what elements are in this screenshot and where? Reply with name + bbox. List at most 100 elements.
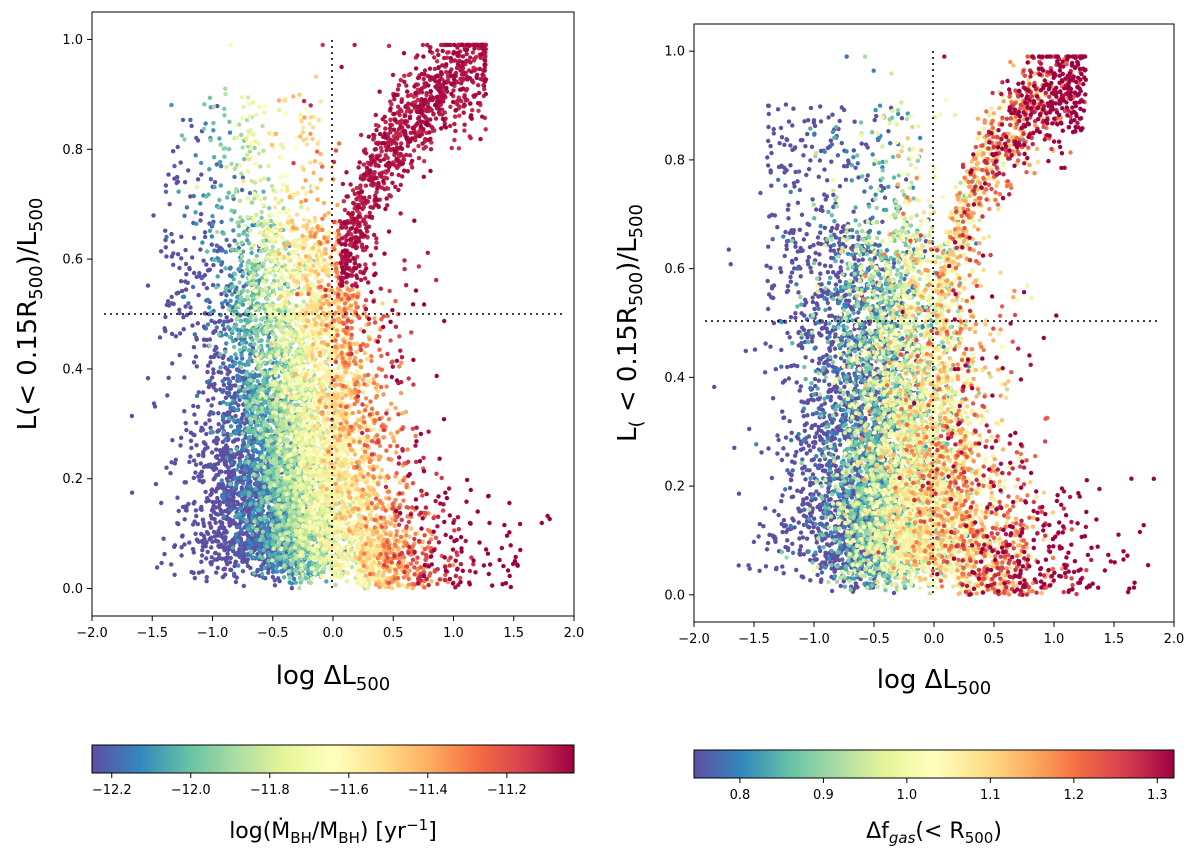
scatter-point xyxy=(227,393,231,397)
scatter-point xyxy=(199,560,203,564)
scatter-point xyxy=(239,365,243,369)
scatter-point xyxy=(237,280,241,284)
scatter-point xyxy=(283,348,287,352)
scatter-point xyxy=(163,315,167,319)
scatter-point xyxy=(193,332,197,336)
scatter-point xyxy=(188,454,192,458)
scatter-point xyxy=(220,301,224,305)
scatter-point xyxy=(169,562,173,566)
scatter-point xyxy=(180,289,184,293)
scatter-point xyxy=(164,235,168,239)
scatter-point xyxy=(258,543,262,547)
scatter-point xyxy=(259,524,263,528)
scatter-point xyxy=(282,563,286,567)
scatter-point xyxy=(215,325,219,329)
scatter-point xyxy=(211,121,215,125)
scatter-point xyxy=(179,436,183,440)
scatter-point xyxy=(250,223,254,227)
scatter-point xyxy=(240,145,244,149)
scatter-point xyxy=(225,455,229,459)
scatter-point xyxy=(289,546,293,550)
scatter-point xyxy=(271,570,275,574)
scatter-point xyxy=(241,303,245,307)
scatter-point xyxy=(260,387,264,391)
scatter-point xyxy=(279,569,283,573)
scatter-point xyxy=(238,215,242,219)
scatter-point xyxy=(261,530,265,534)
scatter-point xyxy=(227,416,231,420)
scatter-point xyxy=(179,235,183,239)
scatter-point xyxy=(246,196,250,200)
scatter-point xyxy=(261,491,265,495)
scatter-point xyxy=(236,328,240,332)
scatter-point xyxy=(224,238,228,242)
scatter-point xyxy=(230,496,234,500)
scatter-point xyxy=(251,453,255,457)
scatter-point xyxy=(199,172,203,176)
scatter-point xyxy=(256,481,260,485)
scatter-point xyxy=(248,128,252,132)
scatter-point xyxy=(233,362,237,366)
scatter-point xyxy=(256,508,260,512)
scatter-point xyxy=(209,403,213,407)
scatter-point xyxy=(271,563,275,567)
scatter-point xyxy=(198,218,202,222)
scatter-point xyxy=(255,254,259,258)
scatter-point xyxy=(210,234,214,238)
scatter-point xyxy=(247,259,251,263)
scatter-point xyxy=(177,266,181,270)
scatter-point xyxy=(201,450,205,454)
scatter-point xyxy=(233,190,237,194)
scatter-point xyxy=(219,220,223,224)
scatter-point xyxy=(242,467,246,471)
scatter-point xyxy=(231,545,235,549)
scatter-point xyxy=(236,291,240,295)
scatter-point xyxy=(345,579,349,583)
scatter-point xyxy=(301,299,305,303)
scatter-point xyxy=(259,317,263,321)
scatter-point xyxy=(217,422,221,426)
scatter-point xyxy=(273,429,277,433)
scatter-point xyxy=(164,466,168,470)
scatter-point xyxy=(197,571,201,575)
scatter-point xyxy=(216,566,220,570)
scatter-point xyxy=(234,532,238,536)
scatter-point xyxy=(175,181,179,185)
scatter-point xyxy=(259,369,263,373)
scatter-point xyxy=(265,544,269,548)
scatter-point xyxy=(192,476,196,480)
scatter-point xyxy=(222,147,226,151)
scatter-point xyxy=(190,255,194,259)
scatter-point xyxy=(267,206,271,210)
scatter-point xyxy=(210,411,214,415)
scatter-point xyxy=(221,361,225,365)
scatter-point xyxy=(270,184,274,188)
scatter-point xyxy=(269,429,273,433)
scatter-point xyxy=(225,195,229,199)
scatter-point xyxy=(210,222,214,226)
scatter-point xyxy=(223,266,227,270)
scatter-point xyxy=(275,396,279,400)
scatter-point xyxy=(202,102,206,106)
scatter-point xyxy=(258,436,262,440)
scatter-point xyxy=(283,542,287,546)
scatter-point xyxy=(251,462,255,466)
scatter-point xyxy=(199,508,203,512)
scatter-point xyxy=(208,337,212,341)
scatter-point xyxy=(170,295,174,299)
scatter-point xyxy=(212,385,216,389)
scatter-point xyxy=(245,118,249,122)
scatter-point xyxy=(227,243,231,247)
scatter-point xyxy=(265,433,269,437)
scatter-point xyxy=(271,388,275,392)
scatter-point xyxy=(264,287,268,291)
scatter-point xyxy=(235,408,239,412)
scatter-point xyxy=(300,577,304,581)
scatter-point xyxy=(263,326,267,330)
scatter-point xyxy=(182,327,186,331)
scatter-point xyxy=(233,272,237,276)
scatter-point xyxy=(183,279,187,283)
scatter-point xyxy=(201,541,205,545)
scatter-point xyxy=(236,451,240,455)
scatter-point xyxy=(236,437,240,441)
